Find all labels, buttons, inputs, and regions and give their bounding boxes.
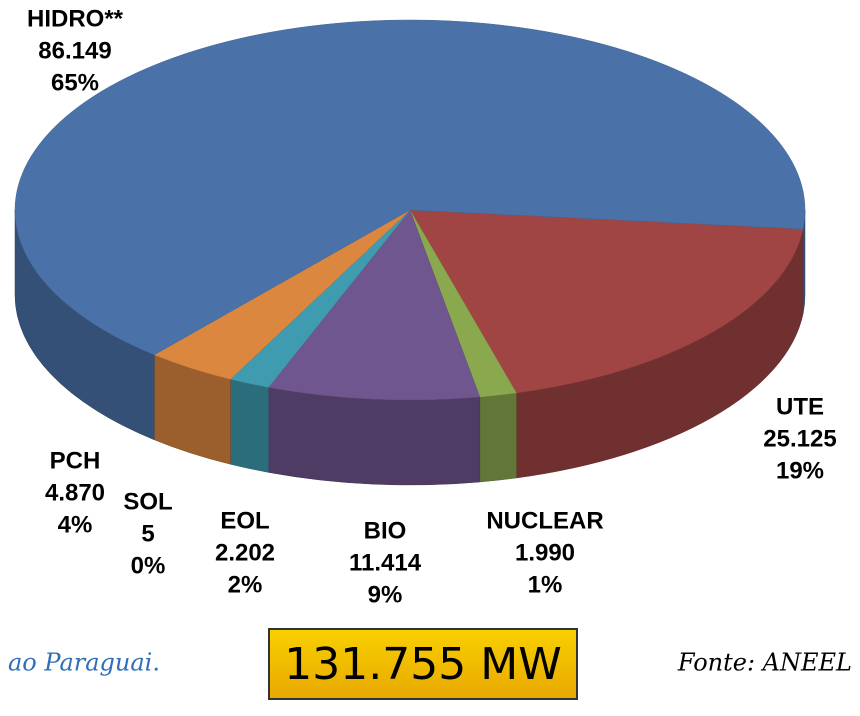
tops [14,19,806,401]
slice-label: BIO [364,517,407,544]
percent-label: 19% [776,457,824,484]
percent-label: 9% [368,581,403,608]
slice-label: EOL [220,507,269,534]
value-label: 11.414 [349,549,422,576]
slice-side [230,378,269,473]
percent-label: 65% [51,69,99,96]
slice-side [268,387,481,486]
value-label: 1.990 [515,539,575,566]
slice [409,209,804,394]
slice-label: HIDRO** [27,5,124,32]
slice-label: SOL [123,488,172,515]
percent-label: 1% [528,571,563,598]
total-box: 131.755 MW [268,628,578,700]
value-label: 86.149 [38,37,111,64]
slice-label: PCH [50,447,101,474]
slice-side [479,392,517,483]
slice-label: NUCLEAR [486,507,603,534]
value-label: 25.125 [763,425,836,452]
percent-label: 0% [131,552,166,579]
percent-label: 2% [228,571,263,598]
value-label: 5 [141,520,154,547]
slice [267,209,481,401]
slice [14,19,806,356]
percent-label: 4% [58,511,93,538]
value-label: 4.870 [45,479,105,506]
sides [14,209,806,486]
note: ao Paraguai. [8,649,160,677]
source: Fonte: ANEEL [677,649,852,677]
slice-label: UTE [776,393,824,420]
value-label: 2.202 [215,539,275,566]
